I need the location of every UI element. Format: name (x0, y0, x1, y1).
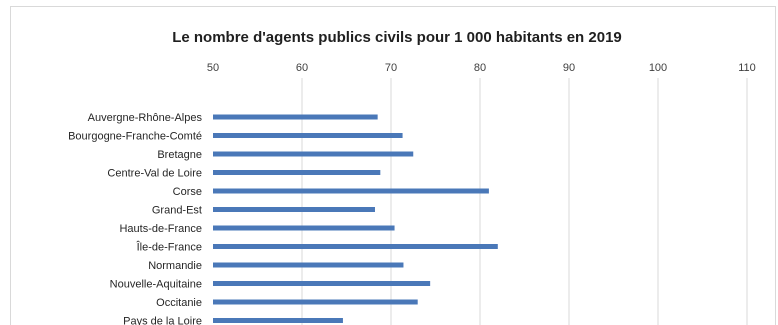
category-label: Normandie (148, 260, 202, 272)
bar-layer (213, 114, 498, 323)
bar (213, 318, 343, 323)
tick-layer: 50 60 70 80 90 100 110 (207, 62, 756, 74)
grid-layer (301, 78, 748, 325)
chart-title: Le nombre d'agents publics civils pour 1… (172, 29, 622, 46)
category-layer: Auvergne-Rhône-Alpes Bourgogne-Franche-Co… (68, 112, 202, 325)
bar (213, 207, 375, 212)
x-tick-label: 100 (649, 62, 667, 74)
bar (213, 225, 395, 231)
category-label: Île-de-France (136, 241, 202, 254)
x-tick-label: 50 (207, 62, 219, 74)
category-label: Nouvelle-Aquitaine (110, 279, 202, 291)
category-label: Hauts-de-France (119, 223, 202, 235)
bar (213, 262, 404, 268)
category-label: Centre-Val de Loire (107, 168, 202, 180)
bar (213, 281, 431, 286)
category-label: Grand-Est (152, 205, 202, 217)
category-label: Pays de la Loire (123, 316, 202, 325)
bar (213, 133, 403, 138)
category-label: Bourgogne-Franche-Comté (68, 131, 202, 143)
x-tick-label: 80 (474, 62, 486, 74)
x-tick-label: 60 (296, 62, 308, 74)
bar (213, 151, 414, 157)
bar (213, 170, 381, 175)
chart-frame (10, 6, 776, 325)
category-label: Corse (173, 186, 202, 198)
category-label: Auvergne-Rhône-Alpes (88, 112, 203, 124)
x-tick-label: 110 (738, 62, 756, 74)
category-label: Occitanie (156, 297, 202, 309)
x-tick-label: 70 (385, 62, 397, 74)
bar (213, 188, 489, 194)
bar (213, 244, 498, 249)
category-label: Bretagne (157, 149, 202, 161)
bar (213, 299, 418, 305)
bar (213, 114, 378, 120)
x-tick-label: 90 (563, 62, 575, 74)
